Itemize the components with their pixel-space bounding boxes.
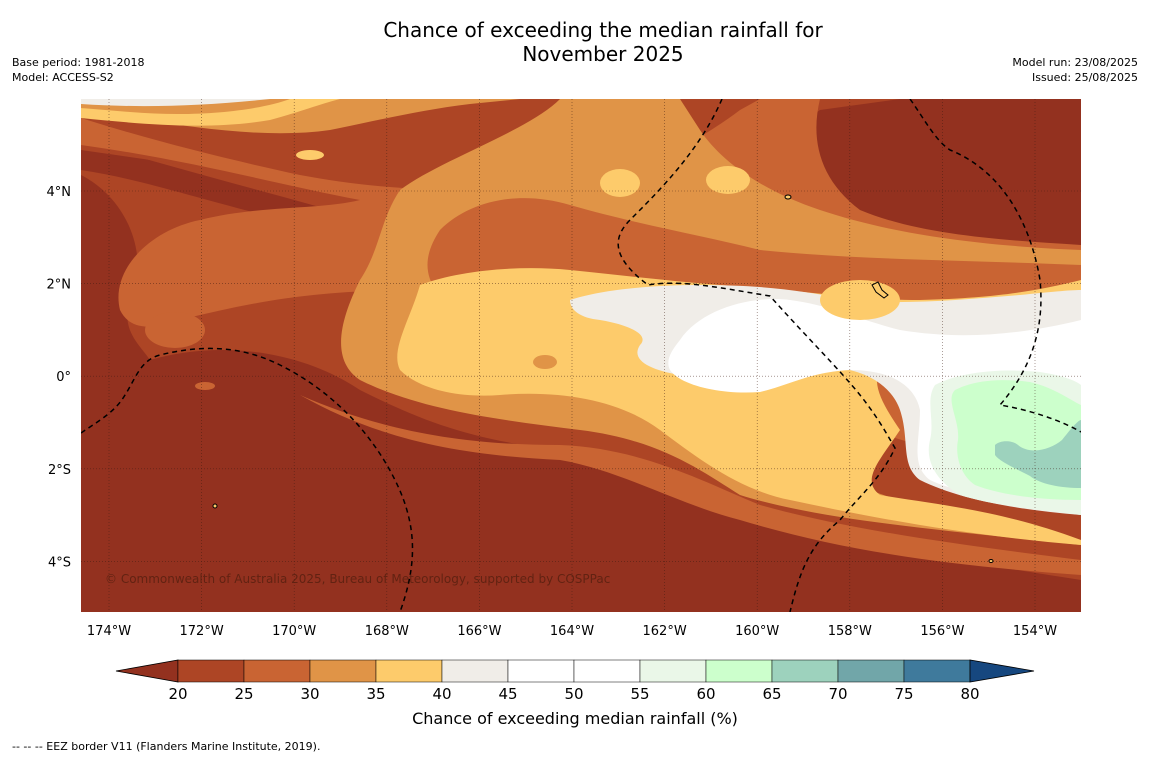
colorbar-tick-label: 35 bbox=[366, 685, 385, 703]
colorbar-segment bbox=[639, 659, 707, 683]
eez-borders bbox=[81, 99, 1081, 612]
lon-tick-label: 166°W bbox=[457, 624, 501, 639]
island-4 bbox=[988, 559, 994, 563]
patch-west-2 bbox=[195, 382, 215, 390]
longitude-labels: 174°W 172°W 170°W 168°W 166°W 164°W 162°W 160°W… bbox=[87, 624, 1057, 639]
lon-tick-label: 172°W bbox=[180, 624, 224, 639]
colorbar-tick-label: 55 bbox=[630, 685, 649, 703]
colorbar-segment bbox=[903, 659, 971, 683]
colorbar-title: Chance of exceeding median rainfall (%) bbox=[412, 709, 738, 728]
patch-east-yellow bbox=[820, 280, 900, 320]
patch-west bbox=[145, 312, 205, 348]
patch-north-yellow-2 bbox=[706, 166, 750, 194]
lat-tick-label: 2°N bbox=[47, 278, 72, 293]
colorbar-tick-label: 80 bbox=[960, 685, 979, 703]
lon-tick-label: 158°W bbox=[828, 624, 872, 639]
lon-tick-label: 170°W bbox=[272, 624, 316, 639]
title-line-1: Chance of exceeding the median rainfall … bbox=[383, 18, 823, 42]
map-title: Chance of exceeding the median rainfall … bbox=[0, 18, 1150, 66]
colorbar-tick-label: 45 bbox=[498, 685, 517, 703]
issued-date: Issued: 25/08/2025 bbox=[1031, 71, 1138, 84]
colorbar-tick-label: 60 bbox=[696, 685, 715, 703]
colorbar-tick-label: 70 bbox=[828, 685, 847, 703]
colorbar: 20 25 30 35 40 45 50 55 60 65 70 75 80 bbox=[115, 659, 1035, 703]
colorbar-segment bbox=[705, 659, 773, 683]
colorbar-segment bbox=[441, 659, 509, 683]
patch-north-yellow bbox=[600, 169, 640, 197]
lat-tick-label: 4°N bbox=[47, 185, 72, 200]
eez-border-north bbox=[617, 99, 896, 612]
copyright-notice: © Commonwealth of Australia 2025, Bureau… bbox=[105, 572, 611, 586]
eez-footnote: -- -- -- EEZ border V11 (Flanders Marine… bbox=[12, 740, 321, 753]
lon-tick-label: 168°W bbox=[365, 624, 409, 639]
lat-tick-label: 4°S bbox=[48, 555, 71, 570]
colorbar-segment bbox=[309, 659, 377, 683]
colorbar-segment bbox=[375, 659, 443, 683]
patch-north-yellow-3 bbox=[296, 150, 324, 160]
lon-tick-label: 162°W bbox=[643, 624, 687, 639]
zone-35-40 bbox=[81, 99, 1081, 545]
colorbar-segment bbox=[573, 659, 641, 683]
colorbar-extension-high bbox=[969, 659, 1035, 683]
lon-tick-label: 160°W bbox=[735, 624, 779, 639]
zone-30-35-lower bbox=[300, 395, 1081, 575]
colorbar-tick-label: 30 bbox=[300, 685, 319, 703]
island-2 bbox=[784, 194, 792, 200]
colorbar-tick-label: 20 bbox=[168, 685, 187, 703]
lat-tick-label: 0° bbox=[56, 370, 71, 385]
model-run: Model run: 23/08/2025 bbox=[1012, 56, 1138, 69]
model-name: Model: ACCESS-S2 bbox=[12, 71, 114, 84]
eez-border-west bbox=[81, 347, 414, 612]
zone-45-50 bbox=[81, 99, 1081, 515]
colorbar-segment bbox=[177, 659, 245, 683]
lon-tick-label: 154°W bbox=[1013, 624, 1057, 639]
lon-tick-label: 156°W bbox=[920, 624, 964, 639]
rainfall-probability-field bbox=[81, 99, 1081, 612]
lat-tick-label: 2°S bbox=[48, 463, 71, 478]
patch-center bbox=[533, 355, 557, 369]
colorbar-tick-label: 65 bbox=[762, 685, 781, 703]
title-line-2: November 2025 bbox=[522, 42, 684, 66]
island-3 bbox=[212, 503, 218, 509]
lon-tick-label: 174°W bbox=[87, 624, 131, 639]
latitude-labels: 4°N 2°N 0° 2°S 4°S bbox=[47, 185, 72, 570]
colorbar-segment bbox=[837, 659, 905, 683]
island-1 bbox=[871, 281, 889, 299]
lon-tick-label: 164°W bbox=[550, 624, 594, 639]
colorbar-tick-label: 50 bbox=[564, 685, 583, 703]
meta-left: Base period: 1981-2018 Model: ACCESS-S2 bbox=[12, 55, 144, 85]
meta-right: Model run: 23/08/2025 Issued: 25/08/2025 bbox=[1012, 55, 1138, 85]
islands bbox=[212, 194, 994, 563]
colorbar-tick-label: 40 bbox=[432, 685, 451, 703]
colorbar-segment bbox=[243, 659, 311, 683]
colorbar-tick-label: 75 bbox=[894, 685, 913, 703]
eez-border-east bbox=[909, 99, 1081, 433]
colorbar-segment bbox=[771, 659, 839, 683]
base-period: Base period: 1981-2018 bbox=[12, 56, 145, 69]
zone-70-75 bbox=[995, 420, 1081, 488]
zone-40-45 bbox=[81, 99, 1081, 545]
colorbar-tick-label: 25 bbox=[234, 685, 253, 703]
colorbar-segment bbox=[507, 659, 575, 683]
colorbar-extension-low bbox=[115, 659, 179, 683]
